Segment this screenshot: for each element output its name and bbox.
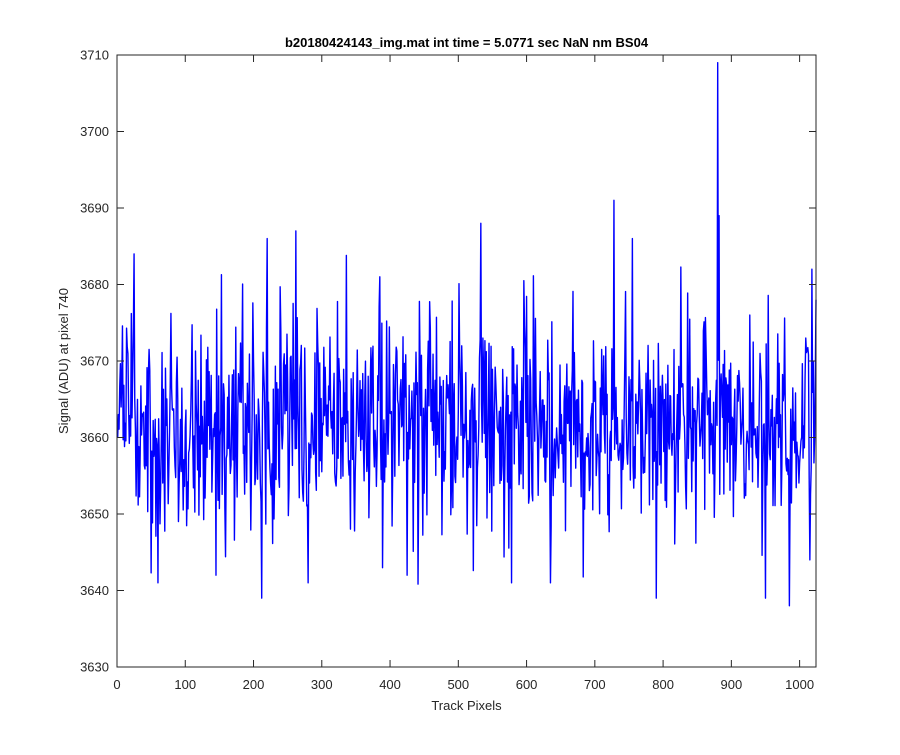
y-tick-label: 3690 [80, 201, 109, 216]
axes-background [117, 55, 816, 667]
x-tick-label: 100 [174, 677, 196, 692]
y-tick-label: 3630 [80, 660, 109, 675]
series-line [116, 61, 817, 607]
y-tick-label: 3680 [80, 277, 109, 292]
y-tick-label: 3660 [80, 430, 109, 445]
x-tick-label: 700 [584, 677, 606, 692]
x-tick-label: 300 [311, 677, 333, 692]
y-tick-label: 3710 [80, 48, 109, 63]
x-tick-label: 400 [379, 677, 401, 692]
x-tick-label: 500 [447, 677, 469, 692]
x-tick-label: 0 [113, 677, 120, 692]
y-tick-label: 3700 [80, 124, 109, 139]
chart-title: b20180424143_img.mat int time = 5.0771 s… [285, 35, 649, 50]
y-axis-label: Signal (ADU) at pixel 740 [56, 288, 71, 434]
x-tick-label: 900 [721, 677, 743, 692]
series-layer [116, 61, 817, 607]
y-tick-label: 3670 [80, 354, 109, 369]
ticks-layer: 0 100 200 300 400 500 600 700 800 900 1000 3630 3640… [80, 48, 816, 692]
x-tick-label: 600 [516, 677, 538, 692]
x-tick-label: 1000 [785, 677, 814, 692]
x-tick-label: 800 [652, 677, 674, 692]
x-axis-label: Track Pixels [431, 698, 502, 713]
x-tick-label: 200 [243, 677, 265, 692]
y-tick-label: 3640 [80, 583, 109, 598]
y-tick-label: 3650 [80, 507, 109, 522]
